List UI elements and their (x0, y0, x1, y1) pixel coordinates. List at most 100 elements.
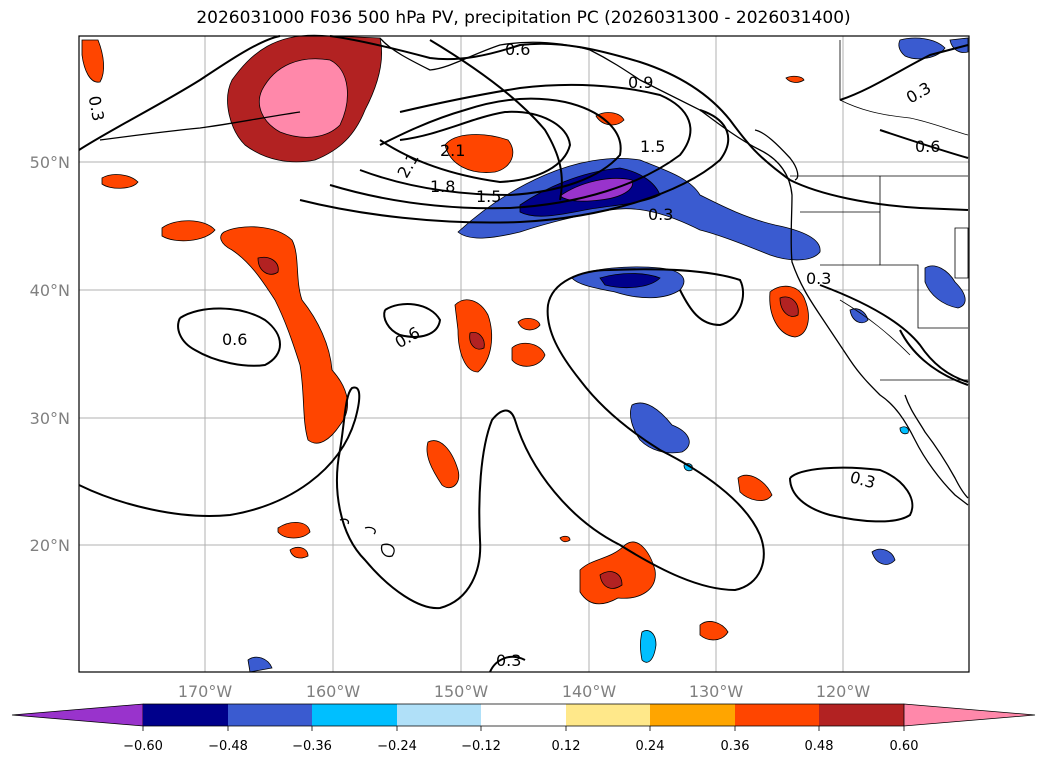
colorbar-segment (650, 704, 735, 726)
contour-label: 0.3 (85, 94, 108, 122)
lon-tick-labels: 170°W 160°W 150°W 140°W 130°W 120°W (178, 682, 871, 701)
lat-tick-labels: 50°N 40°N 30°N 20°N (30, 153, 70, 555)
contour-03-east (819, 284, 969, 383)
contour-ring1 (379, 110, 572, 184)
pv-contours (78, 35, 969, 673)
baja (904, 394, 969, 499)
lat-label: 30°N (30, 409, 70, 428)
contour-label: 1.5 (476, 187, 501, 206)
positive-blob-mid3 (517, 318, 541, 331)
colorbar-tick: −0.48 (208, 739, 248, 754)
positive-blob-e1 (737, 474, 773, 501)
map-title: 2026031000 F036 500 hPa PV, precipitatio… (196, 8, 851, 28)
contour-label: 0.6 (505, 40, 530, 59)
contour-ne-06 (879, 129, 969, 159)
negative-blob-s2 (640, 630, 657, 663)
contour-label: 0.3 (496, 651, 521, 670)
colorbar-tick: −0.36 (292, 739, 332, 754)
positive-blob-e2 (699, 621, 729, 641)
positive-anomalies (81, 34, 809, 641)
colorbar-tick: −0.24 (377, 739, 417, 754)
positive-blob-sw1 (277, 522, 311, 539)
colorbar-segment (312, 704, 397, 726)
colorbar-segment (228, 704, 312, 726)
colorbar-tick: 0.48 (805, 739, 834, 754)
negative-blob-tiny2 (899, 426, 909, 435)
contour-label: 0.3 (806, 269, 831, 288)
positive-blob-gulf (444, 134, 514, 173)
positive-blob-coast-core (779, 296, 799, 317)
negative-band-extreme (559, 177, 633, 202)
positive-chain-core (257, 256, 279, 275)
contour-ring3 (329, 83, 692, 210)
negative-blob-inland (924, 265, 966, 309)
colorbar-segment (566, 704, 650, 726)
negative-blob-tiny (683, 463, 693, 472)
positive-blob-w1 (101, 174, 139, 189)
contour-ring4 (299, 109, 730, 224)
lon-label: 160°W (306, 682, 361, 701)
positive-blob-mid4 (426, 440, 460, 489)
contour-large-mid (78, 268, 765, 610)
positive-blob-south-core (599, 571, 623, 589)
contour-06-east (899, 329, 969, 386)
lat-label: 20°N (30, 536, 70, 555)
negative-blob-s1 (871, 548, 896, 565)
contour-06-mid (383, 303, 442, 338)
positive-blob-mid1-core (469, 331, 485, 350)
contour-label: 0.6 (915, 137, 940, 156)
colorbar-tick: 0.36 (721, 739, 750, 754)
positive-blob-corner (81, 39, 104, 83)
map-frame (78, 35, 970, 673)
contour-label: 1.5 (640, 137, 665, 156)
negative-blob-bottom (247, 656, 273, 673)
contour-ring2 (359, 97, 622, 197)
contour-ne-03 (839, 44, 969, 101)
positive-blob-sw2 (289, 546, 309, 559)
positive-blob-mid2 (511, 342, 546, 367)
state-border-4 (954, 227, 969, 279)
negative-blob-40n-core (599, 273, 661, 289)
colorbar-segment (397, 704, 481, 726)
lon-label: 150°W (434, 682, 489, 701)
lon-label: 170°W (178, 682, 233, 701)
negative-anomalies (247, 37, 969, 673)
contour-outer (78, 35, 969, 211)
contour-03-bottom (489, 655, 526, 673)
colorbar-extend-left (11, 703, 144, 727)
contour-06-north (429, 39, 563, 201)
contour-label: 0.3 (648, 205, 673, 224)
positive-chain (220, 226, 348, 444)
colorbar: −0.60 −0.48 −0.36 −0.24 −0.12 0.12 0.24 … (11, 703, 1036, 754)
contour-label: 0.9 (628, 73, 653, 92)
contour-03-se (789, 466, 914, 523)
positive-blob-south (579, 541, 656, 605)
negative-blob-sw-coast (849, 308, 869, 324)
negative-blob-ne2 (949, 37, 969, 53)
lon-label: 130°W (689, 682, 744, 701)
contour-06-west (177, 307, 281, 367)
colorbar-segment (481, 704, 566, 726)
ca-nv-border (839, 299, 911, 356)
canada-border (839, 40, 969, 136)
colorbar-segment (735, 704, 819, 726)
colorbar-segment (819, 704, 904, 726)
colorbar-tick: 0.12 (552, 739, 581, 754)
hawaii (339, 518, 395, 558)
colorbar-tick: −0.60 (123, 739, 163, 754)
alaska-coast (379, 37, 969, 506)
positive-blob-tiny1 (595, 112, 625, 126)
contour-label: 0.6 (222, 330, 247, 349)
colorbar-segment (143, 704, 228, 726)
contour-labels: 0.3 0.6 0.9 1.5 1.5 1.8 2.1 2.1 0.6 0.6 … (85, 40, 941, 670)
colorbar-tick: −0.12 (461, 739, 501, 754)
aleutians (99, 111, 301, 141)
colorbar-tick: 0.24 (636, 739, 665, 754)
contour-label: 1.8 (430, 177, 455, 196)
positive-blob-w2 (161, 220, 216, 242)
borders (790, 40, 969, 381)
positive-blob-tiny3 (559, 535, 571, 543)
state-border-1 (879, 176, 968, 329)
graticule (79, 36, 969, 672)
